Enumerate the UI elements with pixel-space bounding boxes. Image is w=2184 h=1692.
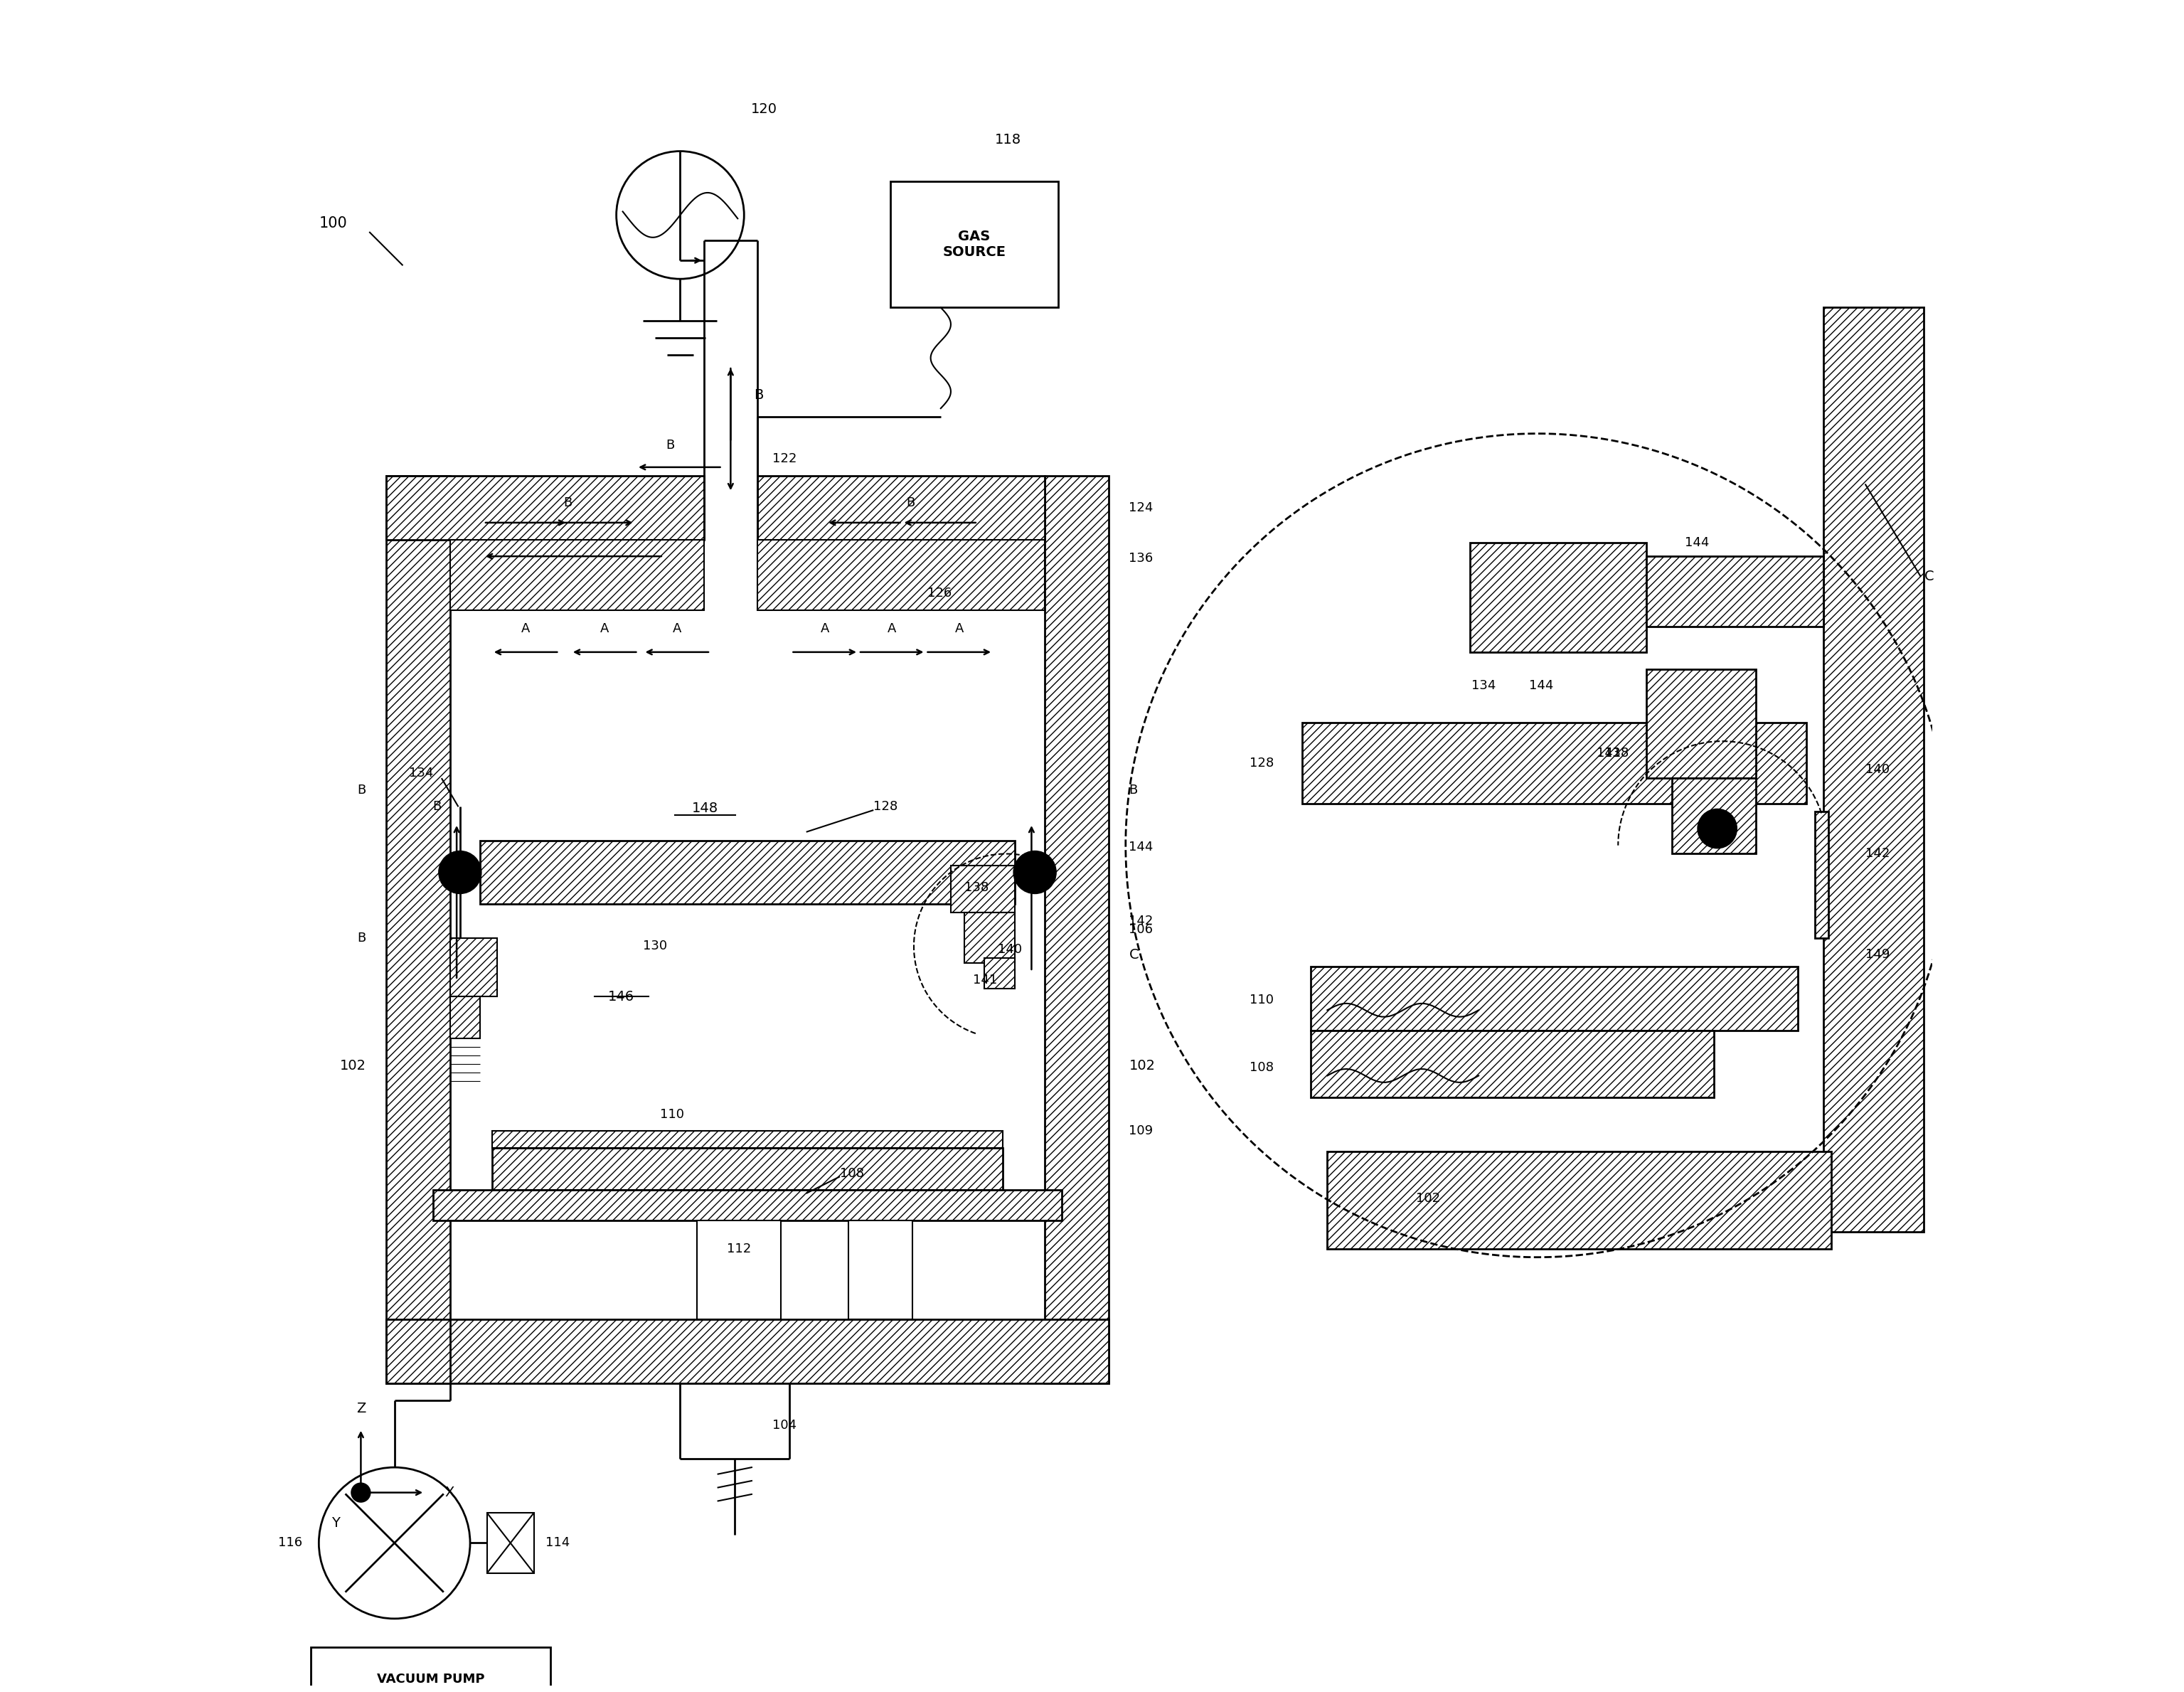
Text: 128: 128 <box>1249 756 1273 770</box>
Text: 114: 114 <box>546 1536 570 1550</box>
Bar <box>1647 668 1756 778</box>
Bar <box>758 475 1044 540</box>
Text: 110: 110 <box>660 1108 684 1120</box>
Text: Z: Z <box>356 1401 365 1415</box>
Bar <box>1310 1030 1714 1098</box>
Text: 138: 138 <box>1605 746 1629 760</box>
Text: 149: 149 <box>1865 948 1889 961</box>
Text: 146: 146 <box>607 990 636 1003</box>
Bar <box>491 1132 1002 1147</box>
Text: 120: 120 <box>751 103 778 117</box>
Text: 100: 100 <box>319 217 347 230</box>
Bar <box>487 1513 533 1574</box>
Bar <box>491 1147 1002 1189</box>
Text: A: A <box>821 623 830 634</box>
Text: 144: 144 <box>1129 841 1153 853</box>
Bar <box>387 1320 1109 1384</box>
Bar <box>432 1189 1061 1220</box>
Text: 124: 124 <box>1129 501 1153 514</box>
Text: GAS
SOURCE: GAS SOURCE <box>943 230 1007 259</box>
Text: B: B <box>358 932 367 944</box>
Text: 128: 128 <box>874 800 898 814</box>
Bar <box>950 866 1016 912</box>
Circle shape <box>1697 809 1738 849</box>
Text: B: B <box>666 438 675 452</box>
Text: 106: 106 <box>1129 924 1153 936</box>
Text: 136: 136 <box>1129 552 1153 565</box>
Bar <box>1647 557 1824 626</box>
Text: A: A <box>887 623 895 634</box>
Text: 102: 102 <box>339 1059 367 1073</box>
Text: A: A <box>601 623 609 634</box>
Circle shape <box>352 1482 371 1502</box>
Text: 108: 108 <box>1249 1061 1273 1074</box>
Text: 116: 116 <box>277 1536 301 1550</box>
Text: B: B <box>358 783 367 797</box>
Text: VACUUM PUMP: VACUUM PUMP <box>376 1673 485 1685</box>
Text: 142: 142 <box>1865 848 1889 860</box>
Bar <box>965 912 1016 963</box>
Bar <box>310 1648 550 1692</box>
Text: 122: 122 <box>773 452 797 465</box>
Bar <box>387 475 450 1384</box>
Text: 148: 148 <box>692 802 719 816</box>
Circle shape <box>439 851 483 893</box>
Text: B: B <box>906 496 915 509</box>
Bar <box>1824 308 1924 1232</box>
Bar <box>387 475 703 540</box>
Bar <box>697 1220 782 1320</box>
Bar <box>1815 812 1828 937</box>
Text: B: B <box>753 387 764 401</box>
Text: 118: 118 <box>994 132 1022 146</box>
Text: 130: 130 <box>642 939 666 953</box>
Bar <box>847 1220 913 1320</box>
Circle shape <box>1013 851 1057 893</box>
Bar <box>1328 1151 1832 1249</box>
Text: A: A <box>673 623 681 634</box>
Bar <box>985 958 1016 988</box>
Text: 134: 134 <box>408 766 432 780</box>
Bar <box>1470 543 1647 651</box>
Bar <box>480 841 1016 904</box>
Text: B: B <box>1129 783 1138 797</box>
Text: C: C <box>1129 948 1138 961</box>
Text: 109: 109 <box>1129 1125 1153 1137</box>
Text: 102: 102 <box>1129 1059 1155 1073</box>
Bar <box>891 181 1059 308</box>
Text: B: B <box>432 800 441 814</box>
Bar <box>1310 966 1797 1030</box>
Text: 110: 110 <box>1249 993 1273 1007</box>
Bar <box>1302 722 1806 804</box>
Text: X: X <box>446 1486 454 1499</box>
Text: A: A <box>522 623 531 634</box>
Bar <box>1044 475 1109 1384</box>
Text: 112: 112 <box>727 1242 751 1255</box>
Text: 134: 134 <box>1472 678 1496 692</box>
Text: 144: 144 <box>1684 536 1710 550</box>
Text: 140: 140 <box>1865 763 1889 777</box>
Bar <box>450 997 480 1039</box>
Text: 142: 142 <box>1129 915 1153 927</box>
Text: 108: 108 <box>841 1167 865 1179</box>
Text: 141: 141 <box>1597 746 1621 760</box>
Text: 126: 126 <box>928 587 952 599</box>
Text: A: A <box>954 623 963 634</box>
Text: 141: 141 <box>972 973 998 986</box>
Text: 138: 138 <box>965 882 989 893</box>
Bar <box>758 540 1044 611</box>
Text: C: C <box>1924 570 1933 584</box>
Text: 140: 140 <box>998 942 1022 956</box>
Bar <box>450 937 498 997</box>
Text: Y: Y <box>332 1516 341 1530</box>
Bar <box>1673 778 1756 854</box>
Text: B: B <box>563 496 572 509</box>
Text: 144: 144 <box>1529 678 1553 692</box>
Text: 104: 104 <box>773 1420 797 1431</box>
Bar <box>450 540 703 611</box>
Text: 102: 102 <box>1415 1191 1439 1205</box>
